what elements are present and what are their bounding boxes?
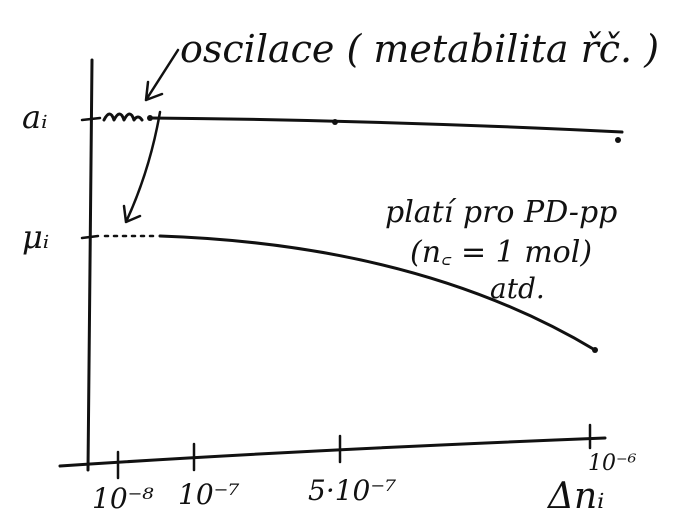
y-label: μᵢ [22,218,49,256]
x-label: Δnᵢ [546,476,604,517]
x-axis [60,438,605,466]
y-label: aᵢ [22,98,48,136]
note: (n꜀ = 1 mol) [410,235,592,270]
x-tick-label: 5·10⁻⁷ [308,474,396,507]
x-tick-label: 10⁻⁶ [588,451,637,476]
arrow [146,50,178,100]
point [615,137,621,143]
note: platí pro PD-pp [385,195,617,230]
x-ticks [118,425,590,478]
y-axis [88,60,92,470]
arrow [124,112,160,222]
point [332,119,338,125]
oscillation [104,114,142,120]
x-tick-label: 10⁻⁷ [178,478,240,511]
upper-curve [150,118,622,132]
annotation: oscilace ( metabilita řč. ) [180,27,659,71]
point [147,115,153,121]
point [592,347,598,353]
x-tick-label: 10⁻⁸ [92,482,154,515]
note: atd. [490,272,545,305]
sketch: oscilace ( metabilita řč. ) aᵢ μᵢ platí … [0,0,678,526]
